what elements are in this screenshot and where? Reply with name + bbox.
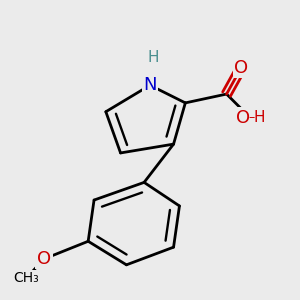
Text: O: O [37, 250, 51, 268]
Text: CH₃: CH₃ [14, 271, 39, 285]
Text: H: H [147, 50, 159, 65]
Text: O: O [234, 58, 248, 76]
Text: O: O [236, 109, 250, 127]
Text: –: – [248, 111, 255, 124]
Text: N: N [143, 76, 157, 94]
Text: H: H [253, 110, 265, 125]
